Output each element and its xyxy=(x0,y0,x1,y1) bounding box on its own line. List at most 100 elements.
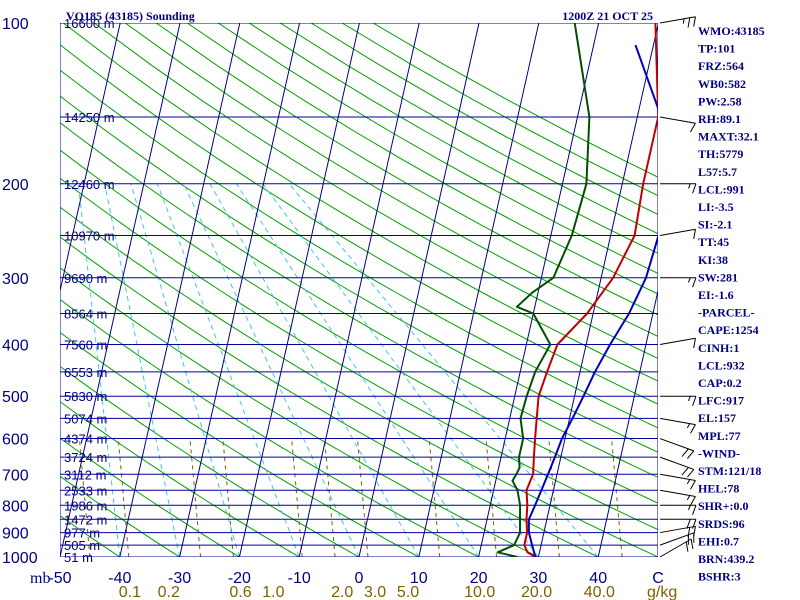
temperature-tick-label: 10 xyxy=(410,570,428,587)
moist-adiabat-line xyxy=(288,183,599,557)
isotherm-line xyxy=(478,23,600,557)
mixing-ratio-tick-label: 3.0 xyxy=(364,584,386,600)
height-label: 4374 m xyxy=(64,432,107,447)
sounding-index-value: KI:38 xyxy=(698,253,728,267)
wind-barb xyxy=(660,504,697,515)
sounding-index-value: LCL:932 xyxy=(698,358,745,372)
pressure-tick-label: 100 xyxy=(2,16,29,33)
sounding-index-value: TT:45 xyxy=(698,235,729,249)
temperature-tick-label: 30 xyxy=(530,570,548,587)
wind-barb xyxy=(659,456,695,478)
temperature-tick-label: -10 xyxy=(288,570,311,587)
sounding-index-value: -PARCEL- xyxy=(698,306,754,320)
sounding-index-value: EL:157 xyxy=(698,411,736,425)
wind-barb xyxy=(659,228,696,240)
temperature-tick-label: 0 xyxy=(355,570,364,587)
sounding-index-value: CAP:0.2 xyxy=(698,376,742,390)
wind-barbs xyxy=(659,16,697,558)
mixing-ratio-tick-label: 2.0 xyxy=(331,584,353,600)
isotherm-line xyxy=(418,23,540,557)
moist-adiabat-line xyxy=(130,183,240,557)
temperature-tick-label: -30 xyxy=(168,570,191,587)
height-label: 16600 m xyxy=(64,16,115,31)
mixing-ratio-line xyxy=(548,438,560,557)
mixing-ratio-line xyxy=(324,438,336,557)
sounding-index-value: WMO:43185 xyxy=(698,24,765,38)
height-label: 9690 m xyxy=(64,271,107,286)
sounding-index-value: PW:2.58 xyxy=(698,94,742,108)
dry-adiabat-line xyxy=(60,401,300,557)
mixing-ratio-tick-label: 20.0 xyxy=(521,584,552,600)
height-label: 14250 m xyxy=(64,110,115,125)
sounding-index-value: MPL:77 xyxy=(698,429,741,443)
sounding-index-value: WB0:582 xyxy=(698,77,746,91)
wind-barb xyxy=(660,395,697,406)
isotherm-line xyxy=(0,23,1,557)
mixing-ratio-tick-label: 1.0 xyxy=(262,584,284,600)
pressure-tick-label: 800 xyxy=(2,498,29,515)
sounding-index-value: MAXT:32.1 xyxy=(698,130,759,144)
sounding-index-value: BSHR:3 xyxy=(698,570,741,584)
pressure-tick-label: 600 xyxy=(2,432,29,449)
height-label: 5074 m xyxy=(64,411,107,426)
sounding-index-value: LFC:917 xyxy=(698,394,744,408)
sounding-index-value: BRN:439.2 xyxy=(698,552,754,566)
moist-adiabat-line xyxy=(104,183,181,557)
pressure-tick-label: 700 xyxy=(2,467,29,484)
isotherm-line xyxy=(179,23,301,557)
isotherm-line xyxy=(358,23,480,557)
dry-adiabat-line xyxy=(60,149,658,504)
mixing-ratio-line xyxy=(428,438,441,557)
isotherm-line xyxy=(597,288,658,557)
sounding-index-value: TH:5779 xyxy=(698,147,743,161)
isotherm-line xyxy=(298,23,420,557)
height-label: 505 m xyxy=(64,538,100,553)
height-label: 51 m xyxy=(64,550,93,565)
wind-barb xyxy=(660,277,697,288)
sounding-index-value: FRZ:564 xyxy=(698,59,744,73)
isotherm-line xyxy=(238,23,360,557)
height-label: 10970 m xyxy=(64,228,115,243)
height-label: 3724 m xyxy=(64,450,107,465)
grid-layer xyxy=(0,23,658,557)
wind-barb xyxy=(659,525,696,538)
mixing-ratio-tick-label: 5.0 xyxy=(397,584,419,600)
wind-barb xyxy=(659,538,694,558)
sounding-index-value: CINH:1 xyxy=(698,341,739,355)
dry-adiabat-line xyxy=(60,44,658,405)
sounding-index-value: RH:89.1 xyxy=(698,112,741,126)
sounding-index-value: LI:-3.5 xyxy=(698,200,734,214)
height-label: 977 m xyxy=(64,526,100,541)
sounding-index-value: CAPE:1254 xyxy=(698,323,759,337)
wind-barb xyxy=(659,417,696,434)
pressure-tick-label: 400 xyxy=(2,338,29,355)
series-parcel-line xyxy=(527,44,658,557)
wind-barb xyxy=(659,16,696,28)
wind-barb xyxy=(659,473,696,490)
mixing-ratio-tick-label: 0.1 xyxy=(119,584,141,600)
sounding-index-value: SRDS:96 xyxy=(698,517,745,531)
mixing-ratio-tick-label: g/kg xyxy=(647,584,677,600)
dry-adiabat-line xyxy=(93,23,658,360)
dry-adiabat-line xyxy=(60,331,420,557)
height-label: 1472 m xyxy=(64,512,107,527)
pressure-tick-label: 300 xyxy=(2,271,29,288)
temperature-tick-label: -20 xyxy=(228,570,251,587)
height-label: 8564 m xyxy=(64,307,107,322)
wind-barb xyxy=(659,489,696,506)
sounding-index-value: TP:101 xyxy=(698,42,735,56)
sounding-index-value: EI:-1.6 xyxy=(698,288,734,302)
moist-adiabat-line xyxy=(236,183,480,557)
sounding-index-value: HEL:78 xyxy=(698,482,739,496)
series-temperature-line xyxy=(523,23,658,557)
mixing-ratio-tick-label: 10.0 xyxy=(464,584,495,600)
height-label: 7560 m xyxy=(64,338,107,353)
isotherm-line xyxy=(60,23,181,557)
temperature-tick-label: -40 xyxy=(108,570,131,587)
height-label: 12460 m xyxy=(64,177,115,192)
temperature-tick-label: 40 xyxy=(589,570,607,587)
pressure-tick-label: 500 xyxy=(2,389,29,406)
pressure-tick-label: 900 xyxy=(2,526,29,543)
